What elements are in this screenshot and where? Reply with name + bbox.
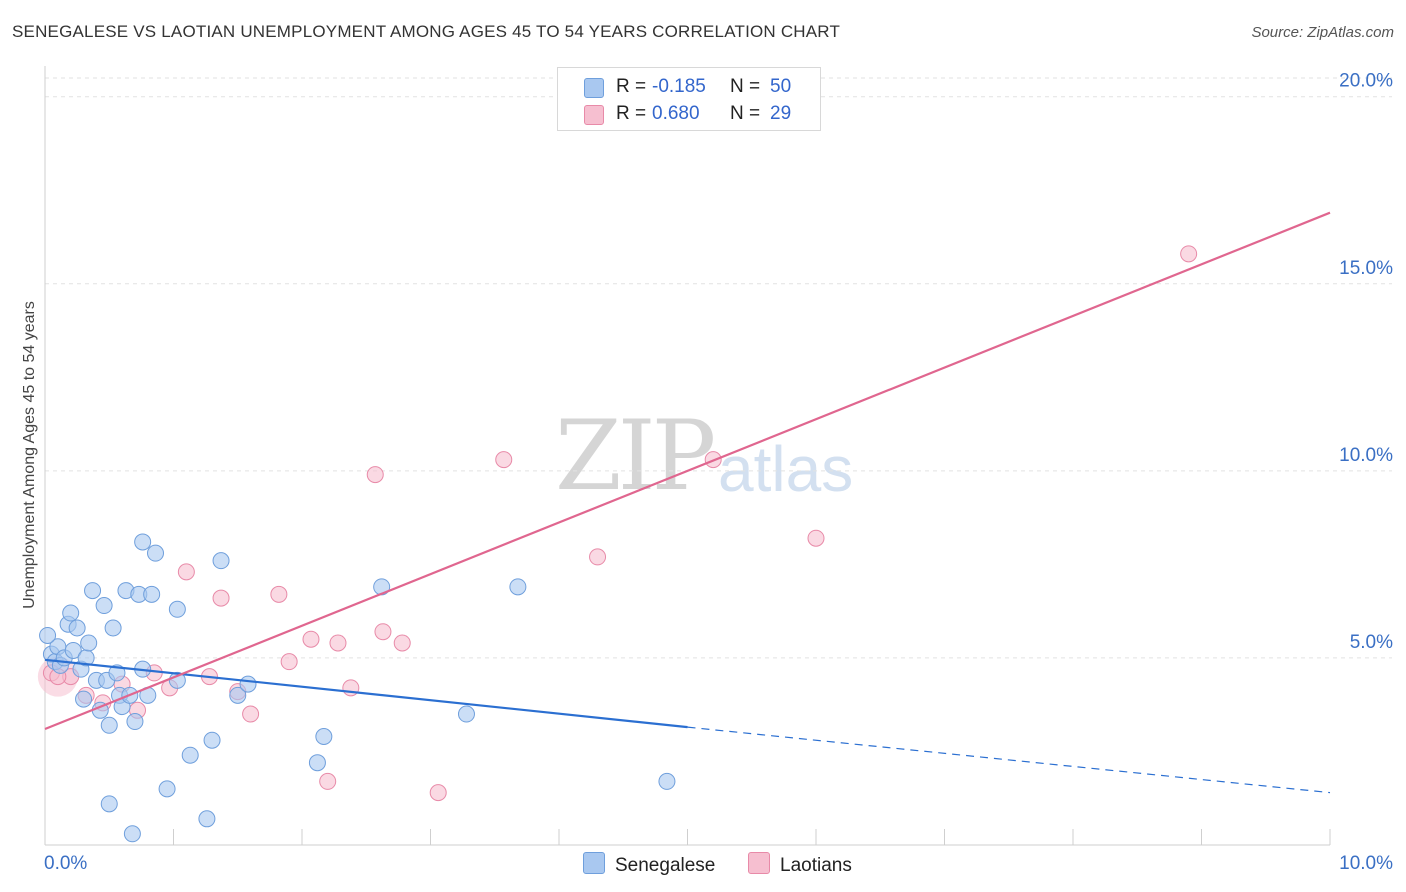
laotians-point xyxy=(366,466,384,484)
senegalese-point xyxy=(68,619,86,637)
senegalese-point xyxy=(315,727,333,745)
senegalese-point xyxy=(198,810,216,828)
senegalese-point xyxy=(123,825,141,843)
senegalese-point xyxy=(134,533,152,551)
senegalese-point xyxy=(143,585,161,603)
senegalese-trend-extension xyxy=(687,726,1331,794)
legend-n-value: 29 xyxy=(770,103,792,124)
senegalese-point xyxy=(126,713,144,731)
senegalese-point xyxy=(100,795,118,813)
bottom-swatch-laotians xyxy=(748,852,770,874)
senegalese-point xyxy=(457,705,475,723)
legend-n-label: N = xyxy=(730,103,761,124)
legend-row-laotians: R = 0.680 N = 29 xyxy=(558,101,820,127)
x-tick-label: 10.0% xyxy=(1339,853,1393,874)
laotians-point xyxy=(495,451,513,469)
senegalese-point xyxy=(229,686,247,704)
bottom-legend-label-senegalese: Senegalese xyxy=(615,855,716,876)
senegalese-trend-line xyxy=(44,658,688,729)
legend-swatch-laotians xyxy=(584,105,604,125)
laotians-point xyxy=(212,589,230,607)
y-tick-label: 20.0% xyxy=(1339,71,1393,92)
senegalese-point xyxy=(104,619,122,637)
legend-r-value: 0.680 xyxy=(652,103,700,124)
senegalese-point xyxy=(212,552,230,570)
correlation-legend: R = -0.185 N = 50 R = 0.680 N = 29 xyxy=(557,67,821,131)
laotians-point xyxy=(270,585,288,603)
senegalese-point xyxy=(509,578,527,596)
laotians-point xyxy=(319,772,337,790)
bottom-legend-laotians: Laotians xyxy=(748,852,852,877)
laotians-point xyxy=(242,705,260,723)
laotians-point xyxy=(589,548,607,566)
y-tick-label: 5.0% xyxy=(1350,632,1393,653)
laotians-point xyxy=(429,784,447,802)
source-label: Source: ZipAtlas.com xyxy=(1251,24,1394,41)
laotians-point xyxy=(393,634,411,652)
legend-swatch-senegalese xyxy=(584,78,604,98)
laotians-trend-line xyxy=(44,211,1331,731)
laotians-point xyxy=(1180,245,1198,263)
senegalese-point xyxy=(95,597,113,615)
senegalese-point xyxy=(168,600,186,618)
bottom-legend-senegalese: Senegalese xyxy=(583,852,715,877)
laotians-point xyxy=(177,563,195,581)
senegalese-point xyxy=(239,675,257,693)
legend-r-value: -0.185 xyxy=(652,76,706,97)
senegalese-point xyxy=(658,772,676,790)
senegalese-point xyxy=(203,731,221,749)
laotians-point xyxy=(807,529,825,547)
senegalese-point xyxy=(62,604,80,622)
senegalese-point xyxy=(181,746,199,764)
legend-r-label: R = xyxy=(616,103,647,124)
senegalese-point xyxy=(84,582,102,600)
legend-r-label: R = xyxy=(616,76,647,97)
laotians-point xyxy=(302,630,320,648)
y-tick-label: 10.0% xyxy=(1339,445,1393,466)
senegalese-point xyxy=(80,634,98,652)
laotians-point xyxy=(280,653,298,671)
legend-n-value: 50 xyxy=(770,76,792,97)
bottom-legend-label-laotians: Laotians xyxy=(780,855,852,876)
laotians-point xyxy=(374,623,392,641)
y-tick-label: 15.0% xyxy=(1339,258,1393,279)
laotians-point xyxy=(329,634,347,652)
senegalese-point xyxy=(100,716,118,734)
senegalese-point xyxy=(308,754,326,772)
senegalese-point xyxy=(39,626,57,644)
senegalese-point xyxy=(147,544,165,562)
senegalese-point xyxy=(158,780,176,798)
x-tick-label: 0.0% xyxy=(44,853,87,874)
watermark-atlas: atlas xyxy=(718,433,854,505)
legend-row-senegalese: R = -0.185 N = 50 xyxy=(558,74,820,100)
chart-title: SENEGALESE VS LAOTIAN UNEMPLOYMENT AMONG… xyxy=(12,22,841,41)
legend-n-label: N = xyxy=(730,76,761,97)
senegalese-point xyxy=(108,664,126,682)
senegalese-point xyxy=(64,641,82,659)
watermark-zip: ZIP xyxy=(555,400,716,512)
bottom-swatch-senegalese xyxy=(583,852,605,874)
senegalese-point xyxy=(75,690,93,708)
